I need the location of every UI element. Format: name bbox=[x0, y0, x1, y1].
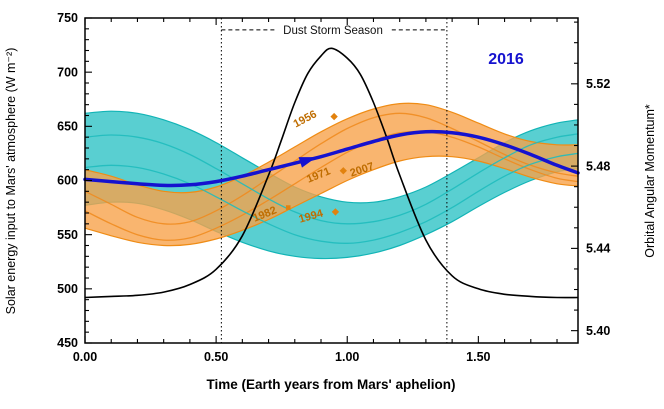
year-marker-diamond-icon bbox=[339, 167, 347, 175]
y-right-tick-label: 5.40 bbox=[586, 324, 610, 338]
x-tick-label: 1.50 bbox=[466, 350, 490, 364]
y-left-tick-label: 600 bbox=[57, 174, 78, 188]
x-axis-title: Time (Earth years from Mars' aphelion) bbox=[206, 377, 455, 392]
y-right-tick-label: 5.52 bbox=[586, 77, 610, 91]
direction-arrow-icon bbox=[298, 157, 317, 168]
x-tick-label: 0.00 bbox=[73, 350, 97, 364]
y-left-axis-title: Solar energy input to Mars' atmosphere (… bbox=[4, 48, 18, 315]
y-right-axis-title: Orbital Angular Momentum* bbox=[643, 104, 657, 258]
cyan-strand-1 bbox=[84, 133, 579, 225]
y-left-tick-label: 650 bbox=[57, 120, 78, 134]
bands-layer bbox=[84, 102, 579, 260]
dust-storm-season-label: Dust Storm Season bbox=[283, 25, 383, 37]
orange-strand-1 bbox=[84, 112, 579, 225]
solar-energy-curve bbox=[84, 47, 579, 299]
cyan-strand-2 bbox=[84, 152, 579, 244]
axis-ticks bbox=[84, 17, 578, 344]
x-tick-label: 0.50 bbox=[204, 350, 228, 364]
momentum-2016-curve bbox=[83, 129, 580, 188]
year-marker-diamond-icon bbox=[330, 112, 338, 121]
y-left-tick-label: 700 bbox=[57, 65, 78, 79]
x-tick-label: 1.00 bbox=[335, 350, 359, 364]
legend-2016-label: 2016 bbox=[488, 51, 524, 68]
year-marker-square-icon bbox=[285, 205, 291, 210]
y-left-tick-label: 750 bbox=[57, 11, 78, 25]
orange-band-upper-edge bbox=[84, 102, 579, 194]
year-label-1956: 1956 bbox=[292, 108, 319, 130]
year-marker-diamond-icon bbox=[331, 208, 340, 216]
orange-strand-2 bbox=[84, 130, 579, 241]
y-right-tick-label: 5.44 bbox=[586, 242, 610, 256]
y-left-tick-label: 500 bbox=[57, 282, 78, 296]
y-left-tick-label: 550 bbox=[57, 228, 78, 242]
y-right-tick-label: 5.48 bbox=[586, 159, 610, 173]
orange-band bbox=[85, 103, 578, 246]
y-left-tick-label: 450 bbox=[57, 336, 78, 350]
orange-band-lower-edge bbox=[84, 155, 579, 247]
